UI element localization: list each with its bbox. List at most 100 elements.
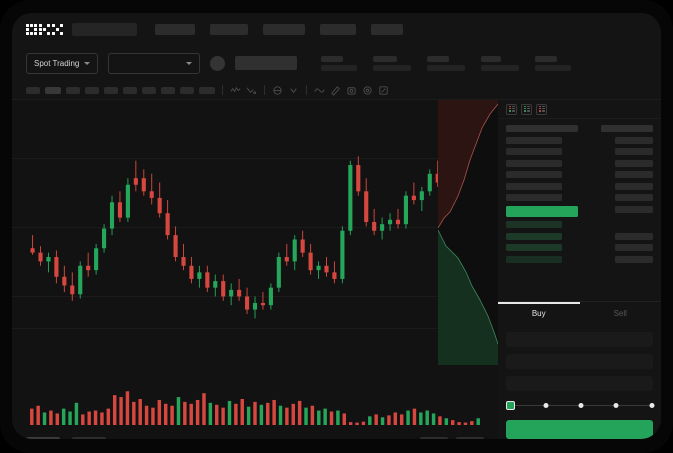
orderbook-asks-icon[interactable] [536, 103, 547, 115]
ob-size-row [615, 171, 653, 178]
buy-sell-tabs: Buy Sell [498, 301, 661, 325]
candlestick-chart[interactable] [12, 100, 498, 365]
bottom-tab-2-label [72, 437, 106, 439]
app-screen: Spot Trading [12, 13, 661, 439]
lock-icon[interactable] [362, 85, 373, 96]
volume-series [30, 391, 480, 425]
nav-item-4[interactable] [320, 23, 356, 35]
chart-tool-button-4[interactable] [85, 86, 99, 94]
orderbook-bids-icon[interactable] [521, 103, 532, 115]
ob-size-row [615, 194, 653, 201]
tab-buy[interactable]: Buy [498, 302, 580, 325]
stat-4 [481, 55, 520, 71]
stat-3-label [427, 55, 450, 62]
stat-5-value [535, 64, 572, 71]
shapes-chevron-icon[interactable] [288, 85, 299, 96]
chart-gridline-2 [12, 227, 498, 229]
stat-1-value [321, 64, 358, 71]
chevron-down-icon [84, 61, 91, 65]
eraser-icon[interactable] [330, 85, 341, 96]
bottom-tab-1[interactable] [26, 437, 60, 439]
chart-tool-button-1[interactable] [26, 86, 40, 94]
nav-item-3[interactable] [263, 23, 305, 35]
chart-tool-button-6[interactable] [123, 86, 137, 94]
amount-percent-slider[interactable] [506, 400, 655, 411]
ob-ask-row[interactable] [506, 148, 562, 155]
stat-3-value [427, 64, 466, 71]
ob-header-row[interactable] [506, 125, 578, 132]
toolbar-divider [306, 85, 307, 95]
ob-ask-row[interactable] [506, 171, 562, 178]
market-type-label: Spot Trading [34, 58, 80, 68]
slider-stop-100[interactable] [649, 403, 655, 408]
ob-size-spacer [615, 217, 653, 228]
chart-tool-button-10[interactable] [199, 86, 215, 94]
bottom-tab-bar [12, 427, 498, 439]
trendline-icon[interactable] [246, 85, 257, 96]
ob-size-row [615, 205, 653, 213]
fullscreen-icon[interactable] [378, 85, 389, 96]
slider-stop-50[interactable] [578, 403, 584, 408]
nav-item-2[interactable] [210, 23, 248, 35]
nav-item-1[interactable] [155, 23, 195, 35]
logo-glyph-o [26, 23, 37, 35]
crosshair-icon[interactable] [230, 85, 241, 96]
ob-bid-row[interactable] [506, 244, 562, 251]
nav-item-5[interactable] [371, 23, 403, 35]
chart-tool-button-3[interactable] [66, 86, 80, 94]
bottom-action-2[interactable] [456, 437, 484, 439]
logo-glyph-k [39, 23, 50, 35]
stat-1-label [321, 55, 344, 62]
ob-bid-row[interactable] [506, 255, 562, 263]
order-price-field[interactable] [506, 332, 653, 347]
chart-tool-button-5[interactable] [104, 86, 118, 94]
wave-icon[interactable] [314, 85, 325, 96]
place-buy-order-button[interactable] [506, 420, 653, 439]
bottom-tab-1-label [26, 437, 60, 439]
header-search-box[interactable] [72, 22, 137, 36]
tab-sell-label: Sell [613, 309, 627, 318]
orderbook-size-column [584, 125, 653, 301]
stat-1 [321, 55, 358, 71]
chart-panel [12, 100, 498, 439]
ob-ask-row[interactable] [506, 136, 562, 144]
ob-bid-row[interactable] [506, 221, 562, 228]
ob-ask-row[interactable] [506, 159, 562, 167]
ob-ask-row[interactable] [506, 182, 562, 190]
orderbook-view-toggles [498, 100, 661, 119]
tab-sell[interactable]: Sell [580, 302, 662, 325]
slider-stop-25[interactable] [543, 403, 549, 408]
okx-logo[interactable] [26, 23, 63, 35]
chart-tool-button-7[interactable] [142, 86, 156, 94]
chart-tool-button-8[interactable] [161, 86, 175, 94]
stat-5-label [535, 55, 558, 62]
slider-handle[interactable] [506, 401, 515, 410]
slider-stop-75[interactable] [613, 403, 619, 408]
order-book[interactable] [498, 119, 661, 301]
volume-chart [12, 371, 498, 427]
orderbook-both-icon[interactable] [506, 103, 517, 115]
trading-pair-select[interactable] [108, 52, 201, 74]
chart-gridline-4 [12, 327, 498, 329]
ob-size-row [615, 244, 653, 251]
chart-tool-button-2[interactable] [45, 86, 61, 94]
stat-4-value [481, 64, 520, 71]
bottom-action-1[interactable] [420, 437, 448, 439]
ob-last-price-row[interactable] [506, 205, 578, 217]
market-type-dropdown[interactable]: Spot Trading [26, 52, 99, 74]
order-amount-field[interactable] [506, 354, 653, 369]
chart-tool-button-9[interactable] [180, 86, 194, 94]
market-subheader: Spot Trading [12, 45, 661, 81]
bottom-tab-2[interactable] [72, 437, 106, 439]
ob-ask-row[interactable] [506, 194, 562, 201]
order-total-field[interactable] [506, 376, 653, 391]
magnet-icon[interactable] [346, 85, 357, 96]
fib-icon[interactable] [272, 85, 283, 96]
ob-size-row [615, 232, 653, 240]
app-body: Buy Sell [12, 100, 661, 439]
ob-bid-row[interactable] [506, 232, 562, 240]
stat-3 [427, 55, 466, 71]
stat-2-value [373, 64, 412, 71]
chart-gridline-1 [12, 158, 498, 160]
